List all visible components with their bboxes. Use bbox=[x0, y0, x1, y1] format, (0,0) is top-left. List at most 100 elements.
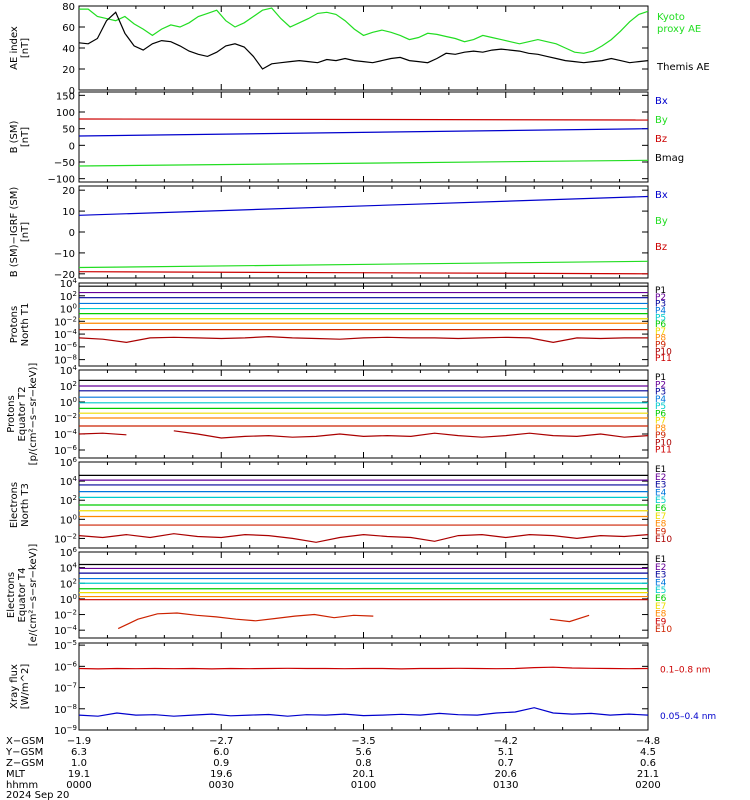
legend-label: E10 bbox=[655, 625, 672, 635]
y-axis-label: North T3 bbox=[20, 483, 31, 527]
y-tick-label: 10−5 bbox=[54, 639, 77, 652]
y-tick-label: 100 bbox=[56, 108, 75, 119]
legend-label: P2 bbox=[655, 380, 666, 390]
x-row-label: X−GSM bbox=[6, 736, 44, 747]
y-tick-label: 100 bbox=[60, 513, 77, 526]
panel-6 bbox=[78, 461, 649, 549]
legend-label: proxy AE bbox=[657, 24, 701, 35]
x-row-label: Z−GSM bbox=[6, 758, 44, 769]
legend-label: E4 bbox=[655, 488, 667, 498]
panel-frame bbox=[78, 91, 649, 183]
legend-label: E6 bbox=[655, 594, 667, 604]
y-tick-label: 106 bbox=[60, 456, 78, 469]
y-tick-label: 102 bbox=[60, 494, 77, 507]
legend-label: Bz bbox=[655, 242, 667, 253]
y-tick-label: 102 bbox=[60, 577, 77, 590]
x-tick-label: 0.6 bbox=[640, 758, 656, 769]
legend-label: E8 bbox=[655, 610, 667, 620]
y-tick-label: 10−6 bbox=[54, 660, 78, 673]
series-line bbox=[78, 159, 649, 167]
x-tick-label: −3.5 bbox=[351, 736, 375, 747]
y-tick-label: 0 bbox=[69, 141, 75, 152]
x-tick-label: 0200 bbox=[635, 780, 660, 791]
date-label: 2024 Sep 20 bbox=[6, 790, 69, 800]
y-tick-label: 10−7 bbox=[54, 682, 77, 695]
y-tick-label: 10−2 bbox=[54, 609, 77, 622]
x-tick-label: 0030 bbox=[209, 780, 234, 791]
legend-label: By bbox=[655, 216, 668, 227]
y-tick-label: 10−6 bbox=[54, 444, 78, 457]
y-axis-label: Protons bbox=[9, 306, 20, 343]
y-axis-label: [W/m^2] bbox=[20, 664, 31, 710]
y-axis-label: Protons bbox=[6, 395, 17, 432]
x-tick-label: 0.8 bbox=[356, 758, 372, 769]
series-line bbox=[78, 533, 649, 543]
legend-label: E5 bbox=[655, 496, 666, 506]
y-tick-label: 80 bbox=[62, 2, 75, 13]
legend-label: E2 bbox=[655, 563, 666, 573]
legend-label: P6 bbox=[655, 320, 666, 330]
legend-label: Bx bbox=[655, 190, 668, 201]
y-tick-label: 10−8 bbox=[54, 354, 77, 367]
y-tick-label: 40 bbox=[62, 44, 75, 55]
legend-label: P7 bbox=[655, 327, 666, 337]
x-tick-label: 6.3 bbox=[71, 747, 87, 758]
legend-label: P10 bbox=[655, 347, 672, 357]
panel-1 bbox=[78, 5, 649, 91]
x-tick-label: 5.6 bbox=[356, 747, 372, 758]
y-axis-label: Equator T2 bbox=[17, 387, 28, 442]
legend-label: P2 bbox=[655, 293, 666, 303]
x-tick-label: 19.6 bbox=[210, 769, 232, 780]
y-tick-label: 10−2 bbox=[54, 532, 77, 545]
y-tick-label: −100 bbox=[48, 175, 75, 186]
series-line bbox=[78, 430, 649, 439]
y-axis-label: [nT] bbox=[20, 38, 31, 58]
legend-label: P1 bbox=[655, 286, 666, 296]
y-tick-label: 104 bbox=[60, 364, 78, 377]
y-tick-label: 10−4 bbox=[54, 624, 78, 637]
series-line bbox=[78, 128, 649, 137]
x-tick-label: 21.1 bbox=[637, 769, 659, 780]
x-tick-label: 0.9 bbox=[213, 758, 229, 769]
y-axis-label: [e/(cm²−s−sr−keV)] bbox=[28, 544, 39, 647]
panel-3 bbox=[78, 185, 649, 279]
y-axis-label: B (SM) bbox=[9, 120, 20, 153]
y-axis-label: Xray flux bbox=[9, 664, 20, 709]
legend-label: P5 bbox=[655, 402, 666, 412]
series-line bbox=[79, 7, 649, 54]
x-tick-label: −4.8 bbox=[636, 736, 660, 747]
panel-frame bbox=[78, 282, 649, 367]
panel-frame bbox=[78, 369, 649, 459]
x-tick-label: 0000 bbox=[66, 780, 91, 791]
y-tick-label: 20 bbox=[62, 186, 75, 197]
legend-label: E4 bbox=[655, 578, 667, 588]
legend-label: P3 bbox=[655, 300, 666, 310]
y-tick-label: 10 bbox=[62, 207, 75, 218]
legend-label: E1 bbox=[655, 555, 666, 565]
legend-label: E1 bbox=[655, 465, 666, 475]
panel-7 bbox=[78, 551, 649, 639]
legend-label: P3 bbox=[655, 388, 666, 398]
y-tick-label: 104 bbox=[60, 277, 78, 290]
legend-label: E7 bbox=[655, 512, 666, 522]
y-tick-label: 10−4 bbox=[54, 328, 78, 341]
legend-label: P11 bbox=[655, 446, 672, 456]
x-row-label: hhmm bbox=[6, 780, 38, 791]
legend-label: E10 bbox=[655, 535, 672, 545]
y-tick-label: 100 bbox=[60, 593, 77, 606]
x-tick-label: −1.9 bbox=[67, 736, 91, 747]
x-tick-label: 0.7 bbox=[498, 758, 514, 769]
y-tick-label: 104 bbox=[60, 475, 78, 488]
y-tick-label: 10−2 bbox=[54, 315, 77, 328]
y-tick-label: 0 bbox=[69, 86, 75, 97]
series-line bbox=[78, 260, 649, 269]
x-tick-label: 4.5 bbox=[640, 747, 656, 758]
y-axis-label: AE index bbox=[9, 26, 20, 70]
series-line bbox=[78, 335, 648, 344]
y-tick-label: 20 bbox=[62, 65, 75, 76]
x-tick-label: 0100 bbox=[351, 780, 376, 791]
series-line bbox=[78, 707, 649, 717]
legend-label: Bmag bbox=[655, 153, 684, 164]
panel-frame bbox=[78, 5, 649, 91]
